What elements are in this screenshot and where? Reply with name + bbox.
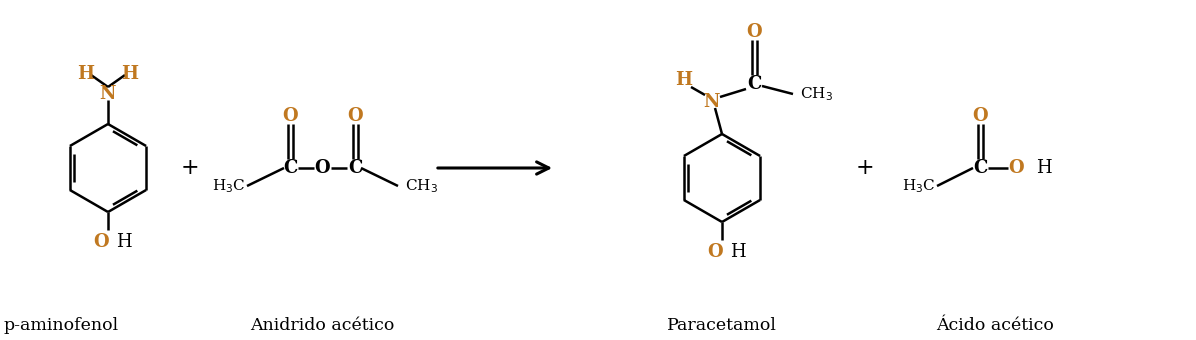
Text: H: H bbox=[78, 65, 94, 83]
Text: C: C bbox=[348, 159, 362, 177]
Text: Paracetamol: Paracetamol bbox=[667, 317, 777, 334]
Text: C: C bbox=[746, 75, 761, 93]
Text: O: O bbox=[315, 159, 330, 177]
Text: CH$_3$: CH$_3$ bbox=[800, 85, 832, 103]
Text: N: N bbox=[703, 93, 720, 111]
Text: O: O bbox=[972, 107, 988, 125]
Text: H: H bbox=[731, 243, 746, 261]
Text: p-aminofenol: p-aminofenol bbox=[4, 317, 120, 334]
Text: CH$_3$: CH$_3$ bbox=[405, 177, 438, 195]
Text: +: + bbox=[855, 157, 874, 179]
Text: C: C bbox=[282, 159, 297, 177]
Text: O: O bbox=[93, 233, 109, 251]
Text: O: O bbox=[707, 243, 722, 261]
Text: H: H bbox=[122, 65, 139, 83]
Text: H: H bbox=[676, 71, 692, 89]
Text: O: O bbox=[347, 107, 362, 125]
Text: O: O bbox=[1008, 159, 1024, 177]
Text: Anidrido acético: Anidrido acético bbox=[250, 317, 395, 334]
Text: H$_3$C: H$_3$C bbox=[902, 177, 935, 195]
Text: Ácido acético: Ácido acético bbox=[936, 317, 1054, 334]
Text: O: O bbox=[282, 107, 298, 125]
Text: O: O bbox=[746, 23, 762, 41]
Text: C: C bbox=[972, 159, 987, 177]
Text: H$_3$C: H$_3$C bbox=[212, 177, 245, 195]
Text: N: N bbox=[99, 85, 116, 103]
Text: H: H bbox=[116, 233, 132, 251]
Text: +: + bbox=[181, 157, 200, 179]
Text: H: H bbox=[1036, 159, 1051, 177]
